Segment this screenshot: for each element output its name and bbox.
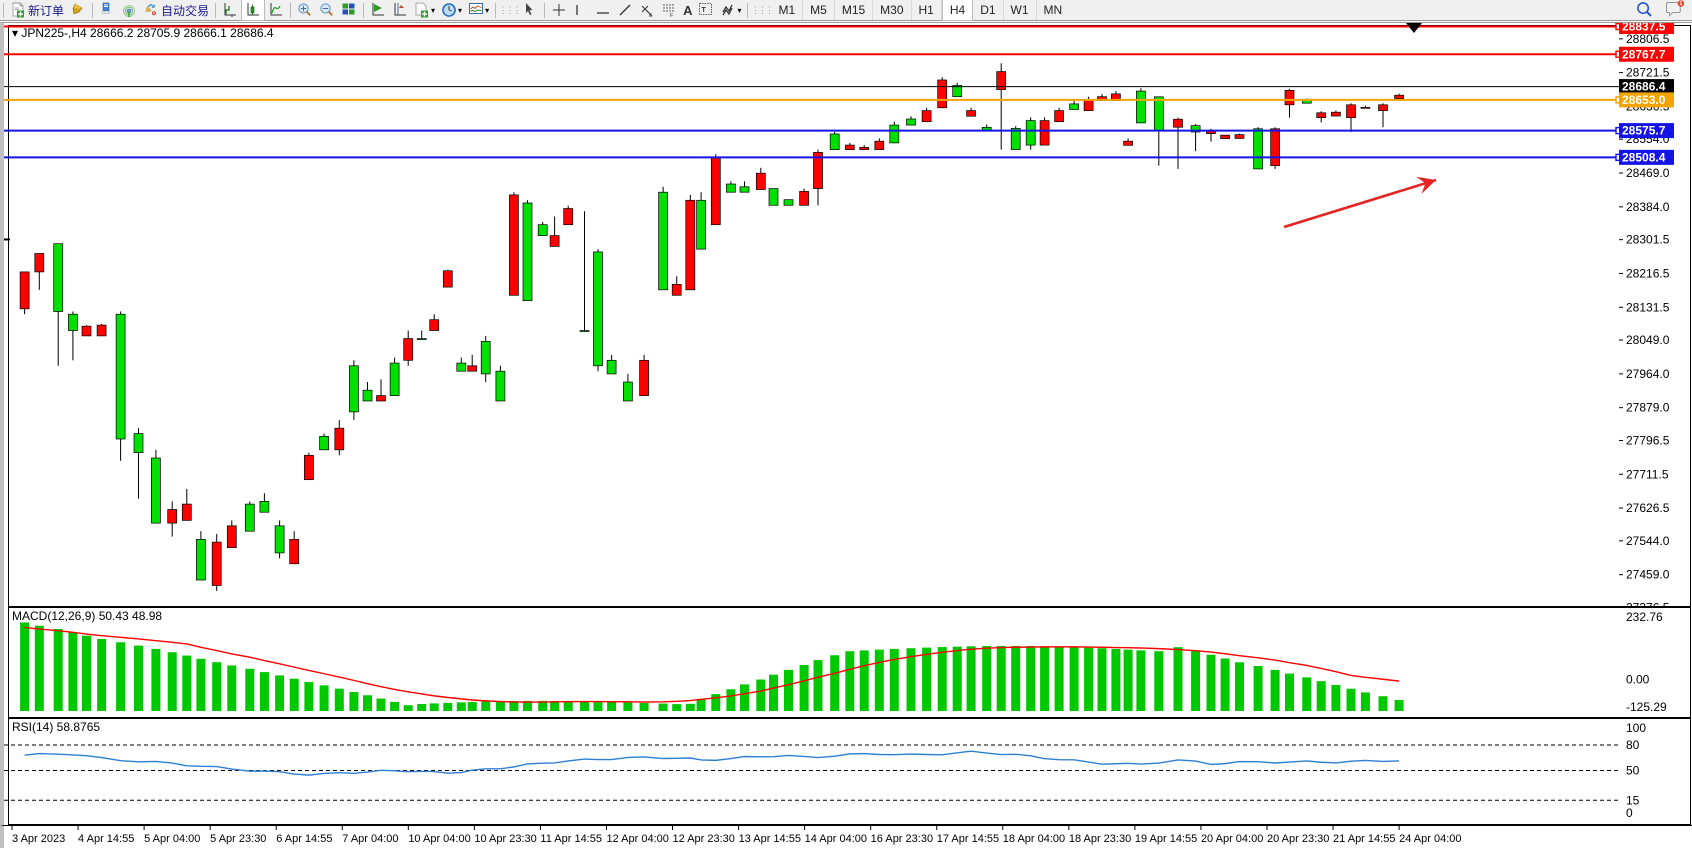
svg-text:18 Apr 23:30: 18 Apr 23:30 [1069, 833, 1131, 845]
svg-text:6 Apr 14:55: 6 Apr 14:55 [276, 833, 332, 845]
svg-text:28131.5: 28131.5 [1626, 300, 1670, 314]
svg-text:28837.5: 28837.5 [1622, 23, 1666, 34]
svg-text:80: 80 [1626, 738, 1640, 752]
svg-text:19 Apr 14:55: 19 Apr 14:55 [1135, 833, 1197, 845]
svg-text:4 Apr 14:55: 4 Apr 14:55 [78, 833, 134, 845]
svg-text:5 Apr 23:30: 5 Apr 23:30 [210, 833, 266, 845]
svg-text:20 Apr 23:30: 20 Apr 23:30 [1267, 833, 1329, 845]
svg-text:11 Apr 14:55: 11 Apr 14:55 [540, 833, 602, 845]
svg-text:7 Apr 04:00: 7 Apr 04:00 [342, 833, 398, 845]
svg-text:F: F [670, 13, 673, 18]
svg-text:5 Apr 04:00: 5 Apr 04:00 [144, 833, 200, 845]
svg-text:1: 1 [1679, 1, 1682, 7]
svg-text:27796.5: 27796.5 [1626, 433, 1670, 447]
svg-text:28301.5: 28301.5 [1626, 233, 1670, 247]
svg-text:20 Apr 04:00: 20 Apr 04:00 [1201, 833, 1263, 845]
svg-text:14 Apr 04:00: 14 Apr 04:00 [805, 833, 867, 845]
svg-text:21 Apr 14:55: 21 Apr 14:55 [1333, 833, 1395, 845]
svg-text:100: 100 [1626, 721, 1646, 735]
svg-text:28686.4: 28686.4 [1622, 80, 1666, 94]
svg-text:12 Apr 04:00: 12 Apr 04:00 [606, 833, 668, 845]
svg-text:18 Apr 04:00: 18 Apr 04:00 [1003, 833, 1065, 845]
svg-text:28575.7: 28575.7 [1622, 124, 1666, 138]
svg-text:28721.5: 28721.5 [1626, 66, 1670, 80]
svg-text:3 Apr 2023: 3 Apr 2023 [12, 833, 65, 845]
svg-text:16 Apr 23:30: 16 Apr 23:30 [871, 833, 933, 845]
svg-text:50: 50 [1626, 764, 1640, 778]
svg-text:10 Apr 04:00: 10 Apr 04:00 [408, 833, 470, 845]
svg-text:12 Apr 23:30: 12 Apr 23:30 [673, 833, 735, 845]
svg-text:T: T [702, 7, 707, 14]
svg-text:24 Apr 04:00: 24 Apr 04:00 [1399, 833, 1461, 845]
svg-text:28653.0: 28653.0 [1622, 93, 1666, 107]
svg-text:28384.0: 28384.0 [1626, 200, 1670, 214]
svg-text:28049.0: 28049.0 [1626, 333, 1670, 347]
svg-text:28508.4: 28508.4 [1622, 150, 1666, 164]
svg-text:13 Apr 14:55: 13 Apr 14:55 [739, 833, 801, 845]
svg-text:27964.0: 27964.0 [1626, 367, 1670, 381]
svg-text:27879.0: 27879.0 [1626, 401, 1670, 415]
svg-text:27459.0: 27459.0 [1626, 568, 1670, 582]
svg-text:17 Apr 14:55: 17 Apr 14:55 [937, 833, 999, 845]
svg-text:27711.5: 27711.5 [1626, 467, 1669, 481]
svg-text:10 Apr 23:30: 10 Apr 23:30 [474, 833, 536, 845]
svg-text:28767.7: 28767.7 [1622, 47, 1666, 61]
svg-text:28216.5: 28216.5 [1626, 266, 1670, 280]
svg-text:-125.29: -125.29 [1626, 700, 1667, 714]
svg-text:27626.5: 27626.5 [1626, 501, 1670, 515]
svg-text:0.00: 0.00 [1626, 673, 1650, 687]
svg-text:27544.0: 27544.0 [1626, 534, 1670, 548]
svg-text:0: 0 [1626, 806, 1633, 820]
svg-text:E: E [649, 13, 653, 18]
svg-text:232.76: 232.76 [1626, 610, 1663, 624]
svg-text:28469.0: 28469.0 [1626, 166, 1670, 180]
